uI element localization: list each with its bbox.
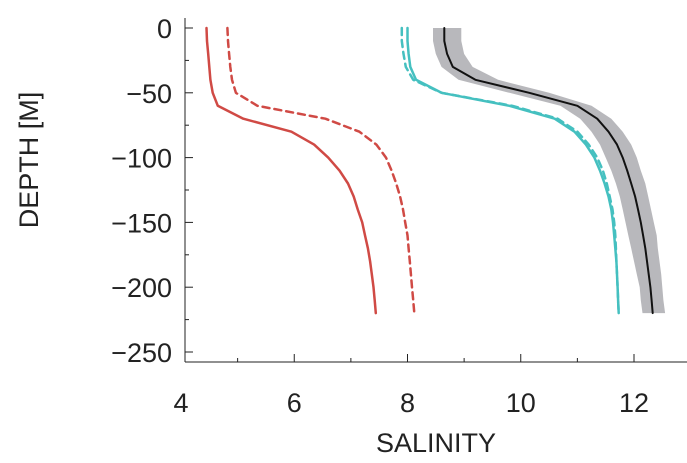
series-line-1 — [205, 26, 378, 315]
y-tick-label: −200 — [111, 273, 172, 303]
x-tick-label: 12 — [619, 388, 649, 418]
x-tick-label: 6 — [287, 388, 302, 418]
series-line-3 — [406, 26, 620, 315]
series-line-5 — [443, 27, 654, 315]
y-tick-label: 0 — [157, 14, 172, 44]
axes-frame — [184, 18, 687, 363]
y-axis-label: DEPTH [M] — [14, 92, 44, 229]
y-tick-label: −100 — [111, 144, 172, 174]
x-axis-label: SALINITY — [376, 428, 496, 458]
y-tick-label: −250 — [111, 338, 172, 368]
y-tick-labels: 0 −50 −100 −150 −200 −250 — [111, 14, 172, 368]
x-tick-labels: 4 6 8 10 12 — [173, 388, 649, 418]
salinity-band-layer — [433, 28, 666, 314]
x-tick-label: 8 — [400, 388, 415, 418]
y-tick-label: −50 — [126, 79, 172, 109]
series-line-2 — [226, 26, 416, 315]
uncertainty-band — [433, 28, 666, 314]
y-tick-label: −150 — [111, 208, 172, 238]
x-tick-label: 10 — [506, 388, 536, 418]
series-line-4 — [400, 26, 620, 315]
series-layer — [205, 26, 654, 315]
x-tick-label: 4 — [173, 388, 188, 418]
